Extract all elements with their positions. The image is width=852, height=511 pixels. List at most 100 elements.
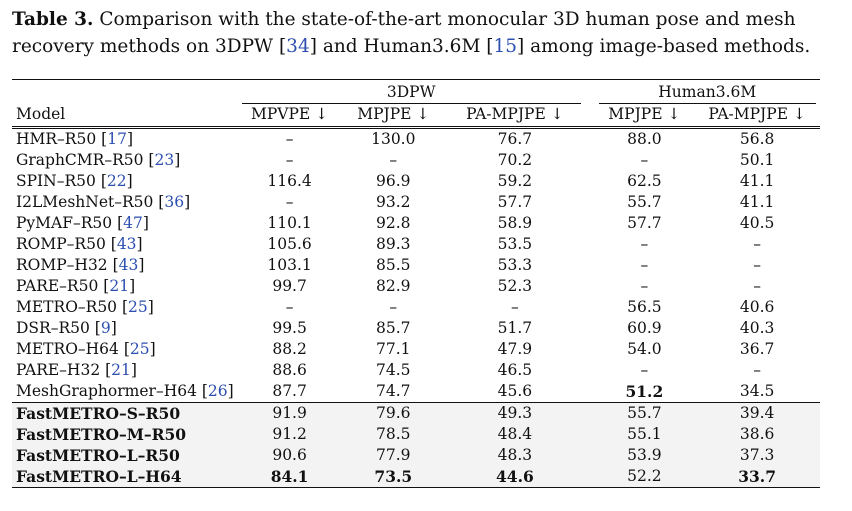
value-cell: – (285, 130, 294, 148)
gap-cell (585, 255, 595, 276)
value-cell: 45.6 (497, 382, 533, 400)
bracket: [ (121, 298, 129, 316)
value-cell: 41.1 (739, 172, 775, 190)
value-cell: 46.5 (497, 361, 533, 379)
value-cell: – (753, 277, 761, 295)
value-cell: – (285, 298, 294, 316)
value-cell: 77.1 (376, 340, 411, 358)
value-cell: 88.0 (627, 130, 662, 148)
bracket: ] (138, 256, 145, 274)
value-cell: 116.4 (267, 172, 312, 190)
citation-link[interactable]: 26 (207, 382, 228, 400)
citation-link[interactable]: 15 (493, 36, 518, 57)
value-cell: – (753, 361, 761, 379)
value-cell: 77.9 (376, 446, 411, 464)
gap-cell (585, 276, 595, 297)
table-body: HMR–R50 [17] – 130.0 76.7 88.0 56.8 GraphCMR–R… (12, 128, 820, 488)
value-cell: 40.3 (739, 319, 775, 337)
value-cell: 57.7 (497, 193, 533, 211)
value-cell: 56.5 (627, 298, 662, 316)
value-cell: – (285, 193, 294, 211)
bracket: [ (110, 235, 117, 253)
model-name: FastMETRO–L–H64 (16, 467, 182, 486)
citation-link[interactable]: 9 (100, 319, 111, 337)
column-header: MPVPE ↓ (237, 104, 342, 129)
table-row: SPIN–R50 [22] 116.4 96.9 59.2 62.5 41.1 (12, 171, 820, 192)
model-name-cell: METRO–R50 [25] (12, 297, 238, 318)
citation-link[interactable]: 25 (128, 298, 148, 316)
value-cell: – (511, 298, 519, 316)
value-cell: 87.7 (272, 382, 307, 400)
value-cell: 40.6 (739, 298, 775, 316)
bracket: ] (149, 340, 156, 358)
model-name: ROMP–R50 (16, 235, 111, 253)
model-name: PARE–H32 (16, 361, 106, 379)
value-cell: 51.2 (625, 382, 664, 401)
citation-link[interactable]: 21 (109, 277, 130, 295)
citation-link[interactable]: 25 (129, 340, 150, 358)
table-row: ROMP–R50 [43] 105.6 89.3 53.5 – – (12, 234, 820, 255)
value-cell: 84.1 (237, 466, 342, 488)
value-cell: 57.7 (627, 214, 662, 232)
table-row: METRO–H64 [25] 88.2 77.1 47.9 54.0 36.7 (12, 339, 820, 360)
table-row: DSR–R50 [9] 99.5 85.7 51.7 60.9 40.3 (12, 318, 820, 339)
table-row: FastMETRO–L–H64 84.1 73.5 44.6 52.2 33.7 (12, 466, 820, 488)
gap-cell (585, 192, 595, 213)
value-cell: 74.7 (376, 382, 411, 400)
citation-link[interactable]: 43 (116, 235, 137, 253)
model-name: FastMETRO–S–R50 (16, 404, 181, 423)
value-cell: 52.3 (497, 277, 533, 295)
bracket: ] (142, 214, 149, 232)
bracket: ] (126, 130, 133, 148)
citation-link[interactable]: 43 (118, 256, 139, 274)
bracket: [ (148, 151, 155, 169)
value-cell: 50.1 (739, 151, 775, 169)
value-cell: 48.3 (497, 446, 533, 464)
model-name: METRO–H64 (16, 340, 124, 358)
citation-link[interactable]: 36 (164, 193, 185, 211)
gap-cell (585, 318, 595, 339)
gap-cell (584, 79, 595, 104)
bracket: [ (100, 172, 107, 190)
citation-link[interactable]: 17 (107, 130, 127, 148)
gap-cell (584, 104, 595, 129)
gap-cell (585, 171, 595, 192)
group-header-human36m: Human3.6M (594, 79, 820, 104)
column-header: MPJPE ↓ (594, 104, 695, 129)
value-cell: 78.5 (376, 425, 411, 443)
value-cell: – (640, 235, 649, 253)
value-cell: 54.0 (627, 340, 662, 358)
model-name-cell: HMR–R50 [17] (12, 128, 238, 151)
value-cell: – (640, 277, 649, 295)
citation-link[interactable]: 22 (106, 172, 127, 190)
model-name: GraphCMR–R50 (16, 151, 149, 169)
value-cell: 48.4 (497, 425, 533, 443)
model-name-cell: PyMAF–R50 [47] (12, 213, 238, 234)
group-header-row: 3DPW Human3.6M (12, 79, 820, 104)
value-cell: 88.6 (272, 361, 307, 379)
citation-link[interactable]: 47 (123, 214, 143, 232)
value-cell: 93.2 (376, 193, 411, 211)
citation-link[interactable]: 21 (111, 361, 131, 379)
caption-label: Table 3. (12, 9, 94, 30)
group-header-3dpw: 3DPW (237, 79, 585, 104)
value-cell: 96.9 (376, 172, 411, 190)
gap-cell (585, 150, 595, 171)
citation-link[interactable]: 34 (286, 36, 310, 57)
value-cell: 60.9 (627, 319, 662, 337)
model-name-cell: FastMETRO–L–H64 (12, 466, 238, 488)
value-cell: 90.6 (272, 446, 307, 464)
value-cell: 58.9 (497, 214, 533, 232)
bracket: [ (103, 277, 110, 295)
value-cell: 55.1 (627, 425, 662, 443)
citation-link[interactable]: 23 (154, 151, 175, 169)
value-cell: 89.3 (376, 235, 411, 253)
table-row: I2LMeshNet–R50 [36] – 93.2 57.7 55.7 41.1 (12, 192, 820, 213)
value-cell: 39.4 (694, 402, 820, 424)
gap-cell (585, 360, 595, 381)
value-cell: 53.5 (497, 235, 533, 253)
value-cell: 70.2 (497, 151, 533, 169)
model-name-cell: ROMP–H32 [43] (12, 255, 238, 276)
value-cell: 44.6 (445, 466, 585, 488)
model-name-cell: DSR–R50 [9] (12, 318, 238, 339)
